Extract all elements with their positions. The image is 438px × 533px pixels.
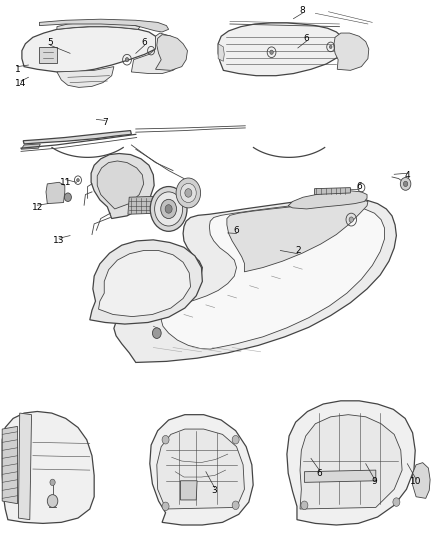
Polygon shape bbox=[128, 196, 159, 214]
Polygon shape bbox=[46, 182, 65, 204]
Text: 8: 8 bbox=[299, 6, 305, 15]
Text: 9: 9 bbox=[371, 478, 378, 486]
Text: 10: 10 bbox=[410, 478, 422, 486]
Text: 6: 6 bbox=[141, 38, 148, 47]
Text: 6: 6 bbox=[233, 226, 240, 235]
Polygon shape bbox=[300, 415, 402, 509]
Circle shape bbox=[162, 435, 169, 444]
Text: 5: 5 bbox=[47, 38, 53, 47]
Polygon shape bbox=[39, 19, 169, 32]
Polygon shape bbox=[90, 240, 202, 324]
Circle shape bbox=[232, 501, 239, 510]
Polygon shape bbox=[2, 426, 18, 504]
Circle shape bbox=[155, 192, 183, 226]
Circle shape bbox=[47, 495, 58, 507]
Polygon shape bbox=[114, 198, 396, 362]
Text: 6: 6 bbox=[356, 182, 362, 191]
Circle shape bbox=[185, 189, 192, 197]
Polygon shape bbox=[22, 27, 158, 72]
Polygon shape bbox=[21, 144, 40, 149]
Circle shape bbox=[301, 501, 308, 510]
Circle shape bbox=[64, 193, 71, 201]
Text: 12: 12 bbox=[32, 204, 43, 212]
Circle shape bbox=[393, 498, 400, 506]
Text: 3: 3 bbox=[212, 486, 218, 495]
Circle shape bbox=[403, 181, 408, 187]
Polygon shape bbox=[57, 22, 140, 29]
Circle shape bbox=[77, 179, 79, 182]
Circle shape bbox=[150, 187, 187, 231]
Text: 2: 2 bbox=[295, 246, 300, 255]
Polygon shape bbox=[155, 35, 187, 70]
Polygon shape bbox=[334, 33, 369, 70]
Circle shape bbox=[349, 217, 353, 222]
Polygon shape bbox=[227, 200, 368, 272]
Polygon shape bbox=[304, 470, 376, 482]
Polygon shape bbox=[18, 413, 32, 520]
Polygon shape bbox=[288, 191, 367, 209]
Circle shape bbox=[50, 479, 55, 486]
Polygon shape bbox=[39, 47, 57, 63]
Circle shape bbox=[232, 435, 239, 444]
Polygon shape bbox=[23, 131, 131, 144]
Polygon shape bbox=[2, 411, 94, 523]
Circle shape bbox=[400, 177, 411, 190]
Text: 13: 13 bbox=[53, 237, 65, 245]
Polygon shape bbox=[150, 415, 253, 525]
Circle shape bbox=[165, 205, 172, 213]
Text: 14: 14 bbox=[15, 79, 27, 88]
Circle shape bbox=[176, 178, 201, 208]
Polygon shape bbox=[131, 33, 184, 74]
Polygon shape bbox=[161, 204, 385, 349]
Polygon shape bbox=[218, 44, 224, 61]
Circle shape bbox=[152, 328, 161, 338]
Circle shape bbox=[161, 199, 177, 219]
Circle shape bbox=[329, 45, 332, 49]
Circle shape bbox=[162, 502, 169, 511]
Text: 6: 6 bbox=[304, 34, 310, 43]
Text: 7: 7 bbox=[102, 118, 108, 127]
Polygon shape bbox=[314, 188, 350, 195]
Circle shape bbox=[270, 50, 273, 54]
Polygon shape bbox=[91, 154, 154, 219]
Text: 6: 6 bbox=[317, 469, 323, 478]
Polygon shape bbox=[180, 481, 197, 500]
Circle shape bbox=[125, 58, 129, 62]
Polygon shape bbox=[99, 251, 191, 317]
Polygon shape bbox=[57, 67, 114, 87]
Polygon shape bbox=[287, 401, 415, 525]
Text: 4: 4 bbox=[405, 172, 410, 180]
Text: 1: 1 bbox=[14, 65, 21, 74]
Polygon shape bbox=[218, 23, 345, 76]
Polygon shape bbox=[413, 463, 430, 498]
Circle shape bbox=[180, 183, 196, 203]
Polygon shape bbox=[97, 161, 144, 209]
Polygon shape bbox=[157, 429, 244, 509]
Text: 11: 11 bbox=[60, 178, 71, 187]
